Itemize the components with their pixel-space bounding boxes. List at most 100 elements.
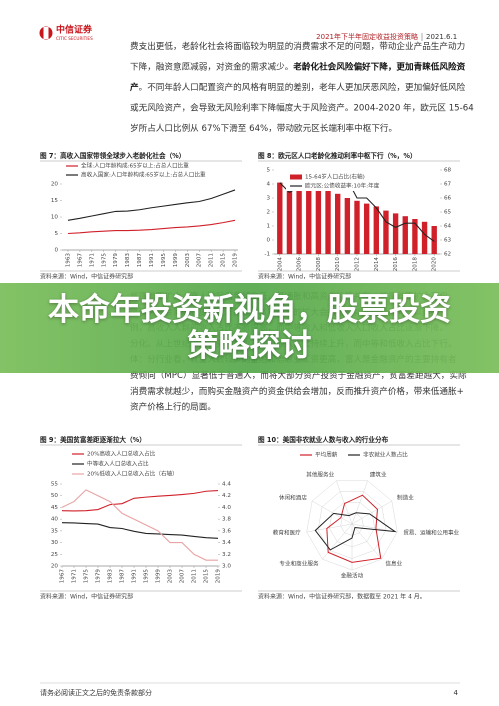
x-tick-label: 2015 <box>204 569 210 584</box>
page-number: 4 <box>454 689 459 697</box>
paragraph-line: 产。不同年龄人口配置资产的风格有明显的差别，老年人更加厌恶风险，更加偏好低风险 <box>130 81 466 93</box>
banner: 本命年投资新视角，股票投资策略探讨 <box>0 283 499 373</box>
radar-label: 制造业 <box>397 494 414 502</box>
bar <box>306 186 312 254</box>
x-tick-label: 1983 <box>108 569 114 584</box>
bar <box>325 191 331 254</box>
y-tick-label: 5 <box>54 231 58 237</box>
radar-label: 其他服务业 <box>306 471 334 479</box>
y2-tick-label: 3.8 <box>222 517 231 523</box>
paragraph-line: 资产价格上行的局面。 <box>130 400 216 412</box>
bar <box>392 213 399 254</box>
y-tick-label: 0 <box>266 238 270 244</box>
y-tick-label: 15 <box>51 198 59 204</box>
x-tick-label: 1999 <box>173 253 179 268</box>
bar <box>421 221 428 254</box>
y2-tick-label: 3.2 <box>222 552 231 558</box>
radar-spoke <box>351 523 382 560</box>
x-tick-label: 2007 <box>197 253 203 268</box>
y-tick-label: -1 <box>264 252 270 258</box>
x-tick-label: 2012 <box>355 257 361 271</box>
radar-label: 信息业 <box>385 559 402 567</box>
line-series <box>67 219 236 235</box>
x-tick-label: 1971 <box>72 569 78 584</box>
bar <box>335 193 341 254</box>
x-tick-label: 2014 <box>374 257 380 272</box>
bar <box>286 184 293 254</box>
legend-label: 全球:人口年龄构成:65岁以上:占总人口比重 <box>81 162 189 170</box>
radar-label: 贸易、运输和公用事业 <box>403 529 459 537</box>
legend-label: 非农就业人数占比 <box>363 451 408 459</box>
x-tick-label: 1975 <box>84 569 90 584</box>
radar-label: 建筑业 <box>370 471 387 479</box>
line-series <box>61 489 218 561</box>
y2-tick-label: 4.2 <box>222 493 231 499</box>
x-tick-label: 2010 <box>335 257 341 272</box>
radar-spoke <box>306 523 353 533</box>
x-tick-label: 1991 <box>149 253 155 268</box>
y2-tick-label: 3.4 <box>222 540 231 546</box>
bar <box>373 206 379 254</box>
y-tick-label: 20 <box>51 182 59 188</box>
figure-title: 图 8：欧元区人口老龄化推动利率中枢下行（%，%） <box>258 151 417 160</box>
figure-source: 资料来源：Wind，中信证券研究部，数据截至 2021 年 4 月。 <box>258 593 426 601</box>
text-run: 费支出更低，老龄化社会将面临较为明显的消费需求不足的问题，带动企业产品生产动力 <box>130 40 465 52</box>
text-run: 消费需求就越少，而购买金融资产的资金供给会增加，反而推升资产价格，带来低通胀+ <box>130 384 464 396</box>
bar <box>344 198 351 254</box>
logo-en: CITIC SECURITIES <box>56 36 93 41</box>
y-tick-label: 50 <box>51 493 59 499</box>
x-tick-label: 1987 <box>120 569 126 584</box>
x-tick-label: 2015 <box>221 253 227 268</box>
x-tick-label: 2003 <box>185 253 191 268</box>
logo: 中信证券 CITIC SECURITIES <box>39 24 93 41</box>
bar <box>315 188 322 254</box>
radar-series <box>314 512 397 551</box>
y2-tick-label: 62 <box>444 252 451 258</box>
radar-label: 休闲和酒店 <box>279 494 307 502</box>
text-run: 老龄化社会风险偏好下降，更加青睐低风险资 <box>293 60 465 72</box>
legend-label: 欧元区:公债收益率:10年:年度 <box>305 182 380 190</box>
legend-label: 20%高收入人口总收入占比 <box>87 450 156 458</box>
y2-tick-label: 64 <box>444 224 452 230</box>
bar <box>412 219 418 254</box>
y-tick-label: 0 <box>54 248 58 254</box>
y2-tick-label: 4.0 <box>222 505 231 511</box>
text-run: 下降，融资意愿减弱，对资金的需求减少。 <box>130 60 293 72</box>
radar-spoke <box>312 500 353 525</box>
line-series <box>61 522 219 539</box>
y-tick-label: 25 <box>51 552 59 558</box>
figure-title: 图 10：美国非农就业人数与收入的行业分布 <box>258 435 389 444</box>
report-title: 2021年下半年固定收益投资策略 <box>316 32 418 41</box>
text-run: 岁所占人口比例从 67%下滑至 64%，带动欧元区长端利率中枢下行。 <box>130 122 397 134</box>
y2-tick-label: 68 <box>444 168 452 174</box>
x-tick-label: 2003 <box>168 569 174 584</box>
bar <box>296 185 302 254</box>
y-tick-label: 20 <box>51 564 59 570</box>
radar-label: 教育和医疗 <box>273 529 301 537</box>
paragraph-line: 或无风险资产，会导致无风险利率下降幅度大于风险资产。2004-2020 年，欧元… <box>130 101 474 113</box>
y-tick-label: 1 <box>266 224 270 230</box>
x-tick-label: 1991 <box>132 569 138 584</box>
y2-tick-label: 66 <box>444 196 452 202</box>
figure-title: 图 7：高收入国家带领全球步入老龄化社会（%） <box>40 151 185 160</box>
x-tick-label: 1983 <box>125 253 131 268</box>
y-tick-label: 5 <box>266 168 270 174</box>
y-tick-label: 4 <box>266 182 270 188</box>
logo-text: 中信证券 <box>56 24 93 36</box>
radar-ring <box>306 480 398 571</box>
radar-ring <box>340 512 364 536</box>
x-tick-label: 1967 <box>77 253 83 268</box>
legend-swatch <box>290 174 302 180</box>
radar-ring <box>329 502 375 548</box>
y-tick-label: 3 <box>266 196 270 202</box>
figure-source: 资料来源：Wind，中信证券研究部 <box>40 273 133 281</box>
line-series <box>61 490 219 512</box>
y-tick-label: 2 <box>266 210 270 216</box>
y2-tick-label: 67 <box>444 182 452 188</box>
figure-title: 图 9：美国贫富差距逐渐拉大（%） <box>40 435 146 444</box>
x-tick-label: 2016 <box>393 257 399 272</box>
paragraph-line: 消费需求就越少，而购买金融资产的资金供给会增加，反而推升资产价格，带来低通胀+ <box>130 384 464 396</box>
line-series <box>67 189 236 221</box>
y2-tick-label: 4.4 <box>222 482 231 488</box>
